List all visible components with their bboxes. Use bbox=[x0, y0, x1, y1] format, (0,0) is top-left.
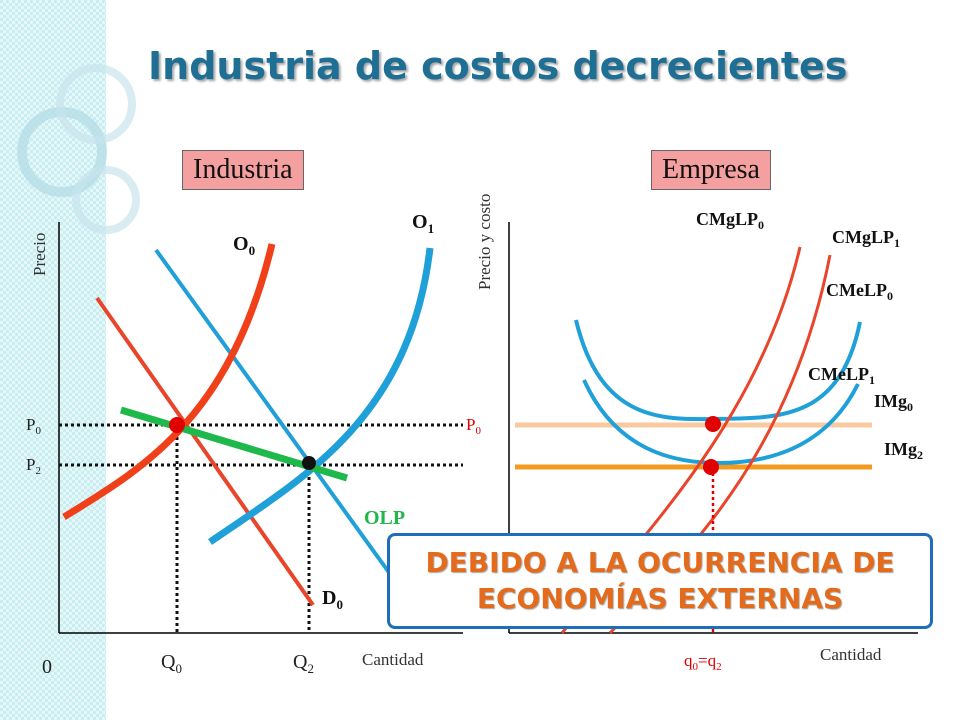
external-economies-banner: DEBIDO A LA OCURRENCIA DE ECONOMÍAS EXTE… bbox=[387, 533, 933, 629]
price-label-p0: P0 bbox=[26, 415, 41, 437]
supply-curve-o1 bbox=[208, 247, 434, 545]
firm-equilibrium-point-0 bbox=[705, 416, 721, 432]
curve-label-img0: IMg0 bbox=[874, 391, 913, 414]
price-label-p2: P2 bbox=[26, 455, 41, 477]
equilibrium-point-0 bbox=[169, 417, 185, 433]
curve-label-cmglp1: CMgLP1 bbox=[832, 227, 900, 250]
curve-label-cmelp1: CMeLP1 bbox=[808, 364, 875, 387]
firm-x-axis-label: Cantidad bbox=[820, 645, 882, 664]
demand-curve-d0 bbox=[95, 296, 315, 607]
firm-y-axis-label: Precio y costo bbox=[475, 194, 494, 290]
curve-label-o1: O1 bbox=[412, 211, 434, 236]
curve-label-img2: IMg2 bbox=[884, 439, 923, 462]
curve-label-cmelp0: CMeLP0 bbox=[826, 280, 893, 303]
equilibrium-point-2 bbox=[302, 456, 316, 470]
firm-panel: Precio y costo Cantidad P0 q0=q2 CMgLP0 … bbox=[466, 194, 923, 673]
industry-x-axis-label: Cantidad bbox=[362, 650, 424, 669]
industry-origin-label: 0 bbox=[42, 656, 52, 678]
banner-line-1: DEBIDO A LA OCURRENCIA DE bbox=[425, 546, 895, 579]
curve-label-o0: O0 bbox=[233, 233, 255, 258]
industry-y-axis-label: Precio bbox=[30, 233, 49, 276]
firm-price-label-p0: P0 bbox=[466, 415, 481, 437]
firm-equilibrium-point-2 bbox=[703, 459, 719, 475]
slide-title: Industria de costos decrecientes bbox=[148, 44, 848, 88]
supply-curve-o0 bbox=[62, 243, 276, 520]
firm-box-label: Empresa bbox=[651, 150, 771, 190]
curve-label-cmglp0: CMgLP0 bbox=[696, 209, 764, 232]
industry-box-label: Industria bbox=[182, 150, 304, 190]
curve-label-olp: OLP bbox=[364, 507, 405, 529]
firm-quantity-label: q0=q2 bbox=[684, 651, 722, 673]
shifted-demand-line bbox=[154, 248, 395, 580]
quantity-label-q0: Q0 bbox=[161, 651, 182, 676]
quantity-label-q2: Q2 bbox=[293, 651, 314, 676]
industry-panel: Precio Cantidad 0 P0 P2 Q0 Q2 O0 bbox=[26, 211, 463, 678]
banner-line-2: ECONOMÍAS EXTERNAS bbox=[476, 582, 844, 615]
curve-label-d0: D0 bbox=[322, 587, 343, 612]
cmelp1-curve bbox=[582, 379, 860, 466]
decorative-rings bbox=[17, 64, 140, 234]
